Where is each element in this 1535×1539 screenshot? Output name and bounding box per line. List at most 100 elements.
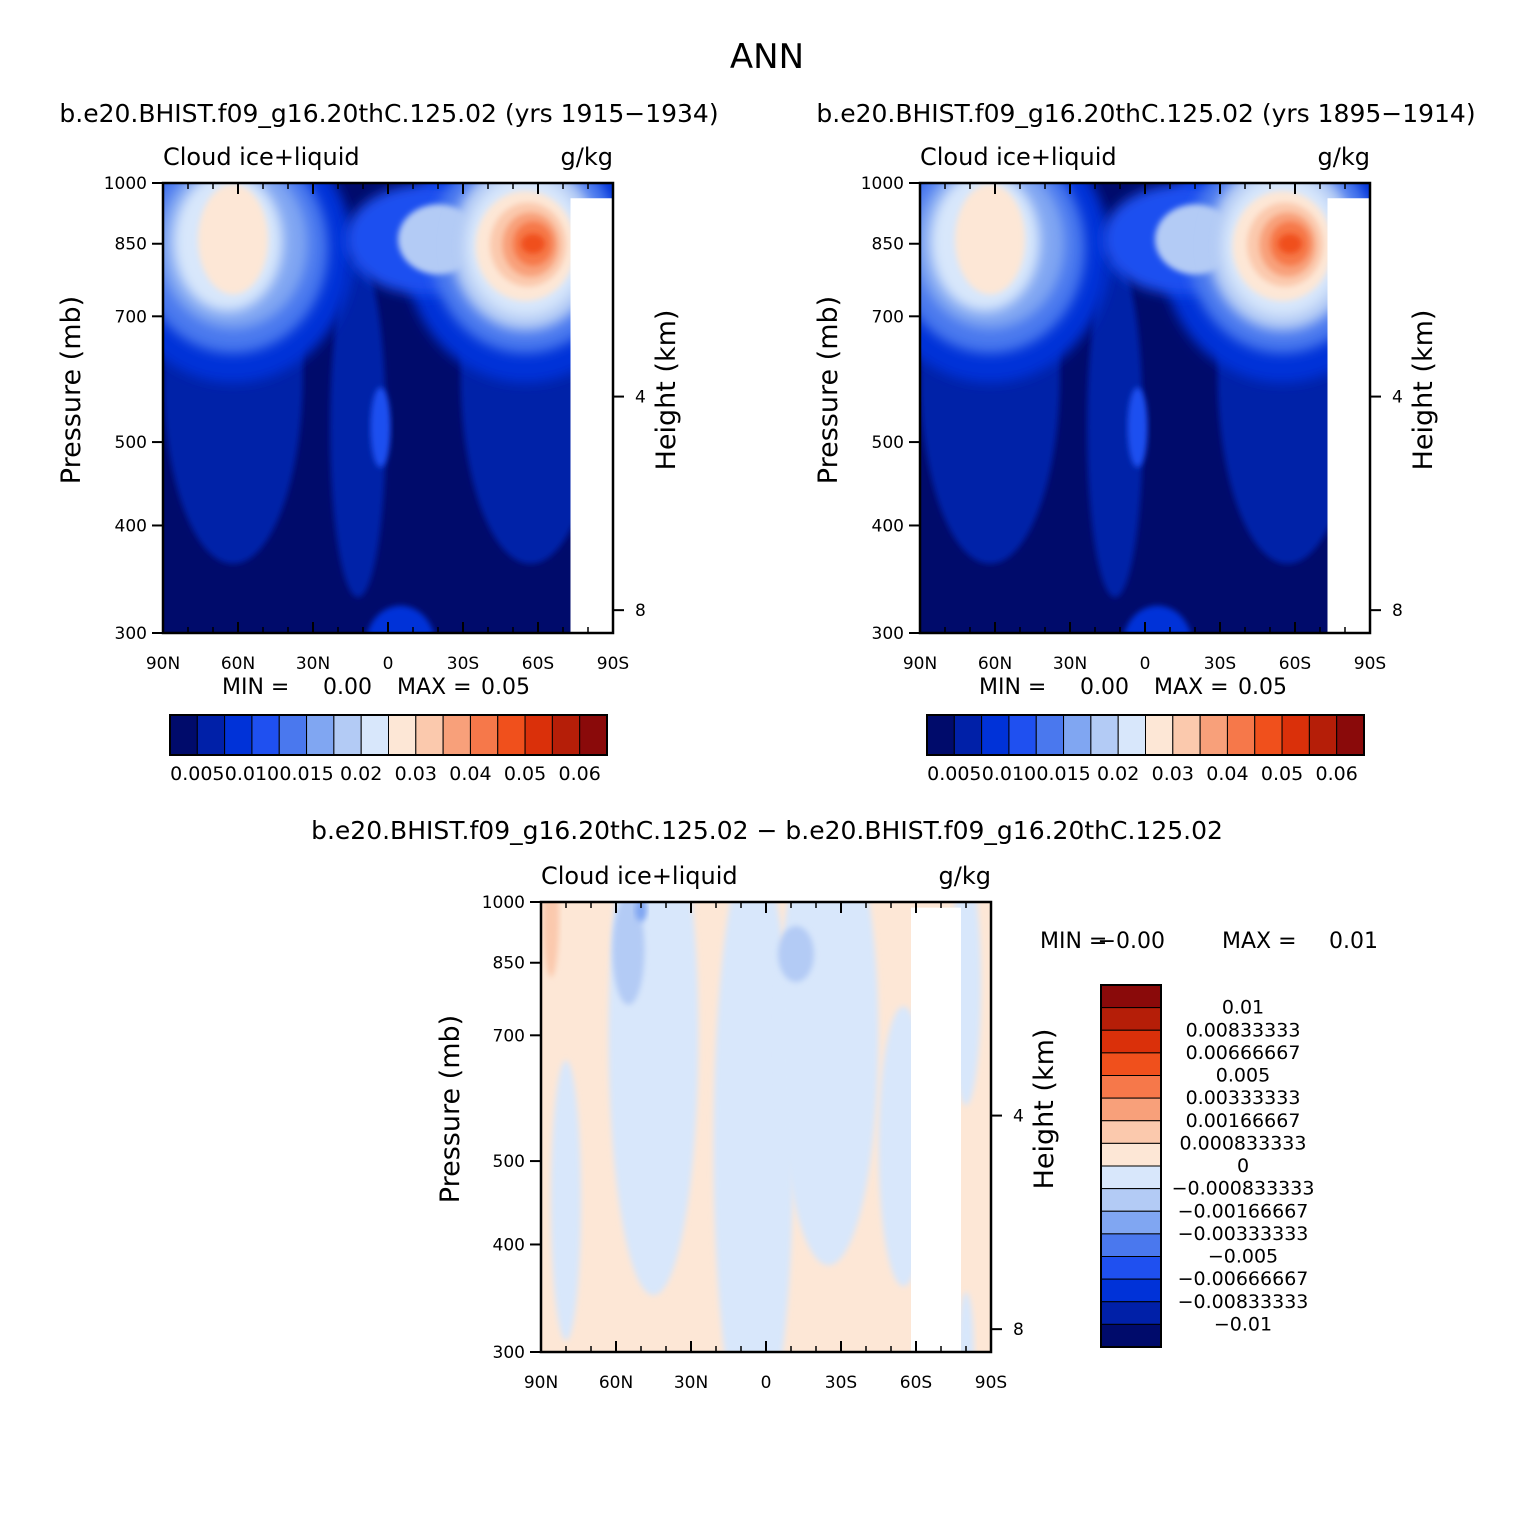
contour-top-blob	[367, 605, 434, 633]
x-tick-label: 90S	[975, 1373, 1007, 1393]
colorbar-label: 0.06	[1316, 763, 1358, 785]
colorbar-swatch	[1145, 714, 1174, 756]
panel-1: b.e20.BHIST.f09_g16.20thC.125.02 (yrs 19…	[56, 99, 719, 785]
colorbar-label: 0.015	[279, 763, 333, 785]
colorbar-swatch	[1035, 714, 1065, 756]
colorbar: 0.005 0.010 0.015 0.02 0.03 0.04 0.05 0.06	[926, 714, 1365, 785]
contour-nh-level-8	[955, 184, 1025, 295]
min-label: MIN =	[222, 675, 289, 700]
y-tick-label: 1000	[104, 174, 147, 194]
colorbar-swatch	[415, 714, 444, 756]
colorbar-swatch	[1100, 1165, 1162, 1190]
x-tick-label: 30S	[1204, 654, 1236, 674]
max-label: MAX =	[1154, 675, 1229, 700]
colorbar-label: 0.06	[559, 763, 601, 785]
colorbar-swatch	[926, 714, 955, 756]
colorbar: 0.010.008333330.006666670.0050.003333330…	[1100, 984, 1314, 1348]
colorbar-swatch	[1100, 1029, 1162, 1054]
x-tick-label: 60S	[900, 1373, 932, 1393]
colorbar-swatch	[1226, 714, 1256, 756]
colorbar-label: −0.00666667	[1178, 1268, 1309, 1290]
colorbar-label: −0.00166667	[1178, 1200, 1309, 1222]
figure-title: ANN	[730, 37, 804, 77]
colorbar-swatch	[551, 714, 581, 756]
x-tick-label: 30S	[825, 1373, 857, 1393]
x-tick-label: 30N	[1053, 654, 1087, 674]
colorbar-label: −0.01	[1214, 1313, 1272, 1335]
contour-negative-patch	[612, 902, 645, 1005]
contour-tropical-core	[1127, 387, 1148, 468]
min-value: 0.00	[1080, 675, 1129, 700]
colorbar-label: 0.05	[1261, 763, 1303, 785]
contour-field	[541, 902, 991, 1352]
x-tick-label: 30N	[674, 1373, 708, 1393]
min-value: −0.00	[1098, 929, 1165, 954]
contour-top-blob	[1124, 605, 1191, 633]
colorbar-swatch	[1100, 984, 1162, 1009]
y-tick-label: 850	[872, 235, 904, 255]
colorbar-swatch	[196, 714, 226, 756]
y-tick-label: 700	[872, 307, 904, 327]
colorbar-swatch	[1100, 1233, 1162, 1257]
contour-tropical-core	[370, 387, 391, 468]
colorbar-label: 0.02	[340, 763, 382, 785]
colorbar-swatch	[524, 714, 553, 756]
y-right-axis-label: Height (km)	[651, 310, 682, 471]
contour-field	[163, 183, 613, 633]
x-tick-label: 60N	[221, 654, 255, 674]
contour-sh-level-12	[1278, 233, 1302, 254]
variable-label: Cloud ice+liquid	[541, 862, 738, 890]
colorbar-swatch	[169, 714, 198, 756]
y-right-tick-label: 8	[635, 601, 646, 621]
max-label: MAX =	[1222, 929, 1297, 954]
contour-tropical-column	[330, 257, 386, 598]
colorbar-label: 0.00833333	[1186, 1019, 1301, 1041]
colorbar-swatch	[1100, 1007, 1162, 1031]
colorbar-label: 0.010	[225, 763, 279, 785]
colorbar-swatch	[388, 714, 417, 756]
colorbar-label: 0.000833333	[1180, 1132, 1307, 1154]
colorbar-swatch	[1100, 1120, 1162, 1144]
colorbar-swatch	[1117, 714, 1146, 756]
colorbar-label: 0.005	[1216, 1065, 1270, 1087]
panel-2: b.e20.BHIST.f09_g16.20thC.125.02 (yrs 18…	[813, 99, 1476, 785]
x-tick-label: 60S	[1279, 654, 1311, 674]
y-tick-label: 500	[872, 433, 904, 453]
y-tick-label: 400	[872, 516, 904, 536]
x-tick-label: 90S	[1354, 654, 1386, 674]
colorbar-label: 0.005	[927, 763, 981, 785]
y-tick-label: 850	[115, 235, 147, 255]
colorbar-label: 0.04	[1206, 763, 1248, 785]
missing-data	[600, 327, 613, 633]
colorbar-swatch	[306, 714, 335, 756]
colorbar-label: 0.010	[982, 763, 1036, 785]
colorbar-swatch	[1100, 1278, 1162, 1303]
missing-data	[1357, 327, 1370, 633]
y-right-tick-label: 4	[1013, 1107, 1024, 1127]
contour-positive-patch	[543, 902, 559, 978]
max-value: 0.01	[1329, 929, 1378, 954]
colorbar-label: 0.00666667	[1186, 1042, 1301, 1064]
units-label: g/kg	[939, 862, 991, 890]
contour-negative-band	[551, 1060, 581, 1341]
colorbar-swatch	[1100, 1323, 1162, 1348]
min-label: MIN =	[979, 675, 1046, 700]
y-tick-label: 500	[493, 1152, 525, 1172]
panel-title: b.e20.BHIST.f09_g16.20thC.125.02 (yrs 19…	[59, 99, 718, 128]
contour-negative-band	[958, 1292, 974, 1352]
contour-sh-level-12	[521, 233, 545, 254]
colorbar-label: −0.00333333	[1178, 1223, 1309, 1245]
colorbar-label: 0.00166667	[1186, 1110, 1301, 1132]
colorbar-swatch	[360, 714, 389, 756]
contour-negative-spot	[635, 902, 647, 922]
y-tick-label: 300	[872, 624, 904, 644]
contour-negative-band	[713, 902, 794, 1352]
colorbar-swatch	[251, 714, 280, 756]
y-tick-label: 300	[115, 624, 147, 644]
max-value: 0.05	[481, 675, 530, 700]
panel-title: b.e20.BHIST.f09_g16.20thC.125.02 (yrs 18…	[816, 99, 1475, 128]
y-right-tick-label: 4	[635, 388, 646, 408]
colorbar-swatch	[1008, 714, 1037, 756]
y-tick-label: 400	[115, 516, 147, 536]
x-tick-label: 0	[761, 1373, 772, 1393]
